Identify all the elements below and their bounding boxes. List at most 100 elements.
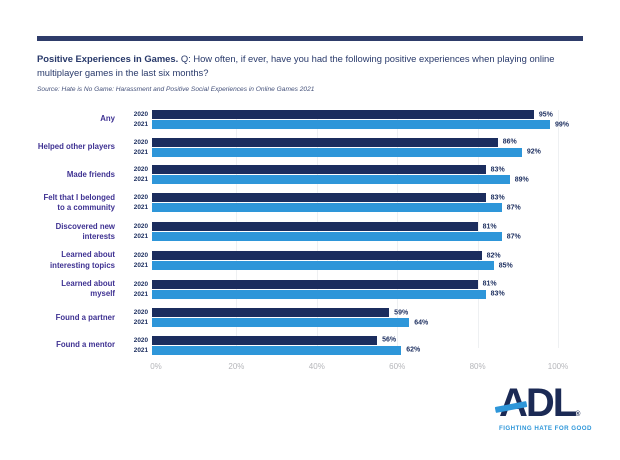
bar-track: 82% — [152, 251, 554, 261]
bar-row-2021: 2021 85% — [119, 261, 554, 271]
value-label: 81% — [482, 223, 497, 231]
category-label: Any — [100, 114, 115, 124]
x-tick-60: 60% — [389, 361, 406, 371]
value-label: 99% — [554, 121, 569, 128]
bar-row-2021: 2021 89% — [119, 175, 554, 185]
value-label: 82% — [486, 252, 501, 260]
year-label-2021: 2021 — [133, 233, 148, 241]
bar-track: 81% — [152, 279, 554, 289]
bar-row-2021: 2021 99% — [119, 120, 569, 129]
value-label: 92% — [526, 148, 541, 156]
bar-row-2021: 2021 64% — [119, 318, 554, 328]
chart-row-discovered-new-interests: Discovered new interests 2020 81% 2021 — [37, 222, 597, 242]
year-label-2021: 2021 — [133, 290, 148, 298]
year-label-2020: 2020 — [133, 280, 148, 288]
gridline-80 — [477, 110, 479, 348]
x-tick-100: 100% — [547, 361, 569, 371]
category-label: Discovered new interests — [55, 221, 115, 241]
bar-row-2020: 2020 86% — [119, 137, 554, 147]
chart-row-any: Any 2020 95% 2021 99% — [37, 110, 597, 129]
bar-2020 — [152, 222, 478, 232]
bar-2021 — [152, 120, 550, 129]
year-label-2021: 2021 — [133, 262, 148, 270]
adl-logo-wordmark: ADL® — [494, 383, 580, 423]
bar-track: 92% — [152, 147, 554, 157]
bar-row-2021: 2021 62% — [119, 345, 554, 355]
category-label: Found a mentor — [56, 340, 115, 350]
bar-row-2021: 2021 83% — [119, 289, 554, 299]
chart-title: Positive Experiences in Games. Q: How of… — [37, 52, 585, 79]
bar-row-2020: 2020 95% — [119, 110, 554, 119]
chart-title-question: Q: How often, if ever, have you had the … — [37, 53, 555, 78]
bar-row-2020: 2020 83% — [119, 165, 554, 175]
bar-track: 85% — [152, 261, 554, 271]
bar-track: 86% — [152, 137, 554, 147]
category-label: Found a partner — [55, 312, 115, 322]
category-label: Learned about interesting topics — [50, 250, 115, 270]
value-label: 86% — [502, 138, 517, 146]
value-label: 81% — [482, 280, 497, 288]
value-label: 87% — [506, 204, 521, 212]
year-label-2021: 2021 — [133, 121, 148, 128]
bar-2021 — [152, 175, 510, 185]
chart-rows: Any 2020 95% 2021 99% — [37, 110, 597, 355]
bar-2020 — [152, 165, 486, 175]
top-divider-rule — [37, 36, 583, 41]
category-label: Learned about myself — [61, 279, 115, 299]
value-label: 95% — [538, 111, 553, 118]
bar-row-2020: 2020 56% — [119, 335, 554, 345]
year-label-2020: 2020 — [133, 166, 148, 174]
x-tick-20: 20% — [228, 361, 245, 371]
value-label: 85% — [498, 262, 513, 270]
bar-2021 — [152, 318, 410, 328]
bar-2021 — [152, 261, 494, 271]
source-note: Source: Hate is No Game: Harassment and … — [37, 86, 315, 93]
value-label: 83% — [490, 166, 505, 174]
chart-row-made-friends: Made friends 2020 83% 2021 89% — [37, 165, 597, 185]
year-label-2020: 2020 — [133, 252, 148, 260]
chart-row-belonged-to-community: Felt that I belonged to a community 2020… — [37, 193, 597, 213]
year-label-2021: 2021 — [133, 204, 148, 212]
bar-row-2020: 2020 82% — [119, 251, 554, 261]
value-label: 62% — [406, 346, 421, 354]
bar-2020 — [152, 110, 534, 119]
bar-2020 — [152, 137, 498, 147]
value-label: 83% — [490, 290, 505, 298]
bar-track: 59% — [152, 308, 554, 318]
bar-track: 83% — [152, 289, 554, 299]
bar-row-2021: 2021 87% — [119, 232, 554, 242]
bar-chart: Any 2020 95% 2021 99% — [37, 110, 597, 376]
year-label-2020: 2020 — [133, 309, 148, 317]
bar-track: 62% — [152, 345, 554, 355]
value-label: 89% — [514, 176, 529, 184]
bar-2020 — [152, 308, 390, 318]
year-label-2021: 2021 — [133, 319, 148, 327]
bar-track: 64% — [152, 318, 554, 328]
category-label: Made friends — [66, 169, 115, 179]
bar-track: 99% — [152, 120, 569, 129]
chart-row-learned-interesting-topics: Learned about interesting topics 2020 82… — [37, 250, 597, 271]
adl-logo: ADL® FIGHTING HATE FOR GOOD — [494, 383, 592, 432]
year-label-2020: 2020 — [133, 223, 148, 231]
bar-row-2020: 2020 81% — [119, 279, 554, 289]
bar-2021 — [152, 203, 502, 213]
bar-2021 — [152, 232, 502, 242]
adl-tagline: FIGHTING HATE FOR GOOD — [499, 425, 592, 432]
bar-track: 81% — [152, 222, 554, 232]
chart-row-helped-other-players: Helped other players 2020 86% 2021 92 — [37, 137, 597, 157]
year-label-2020: 2020 — [133, 138, 148, 146]
bar-track: 56% — [152, 335, 554, 345]
bar-row-2020: 2020 83% — [119, 193, 554, 203]
chart-row-learned-about-myself: Learned about myself 2020 81% 2021 83 — [37, 279, 597, 299]
year-label-2021: 2021 — [133, 346, 148, 354]
value-label: 59% — [394, 309, 409, 317]
bar-track: 87% — [152, 203, 554, 213]
value-label: 87% — [506, 233, 521, 241]
year-label-2020: 2020 — [133, 194, 148, 202]
value-label: 64% — [414, 319, 429, 327]
bar-2021 — [152, 147, 522, 157]
bar-2020 — [152, 279, 478, 289]
x-tick-80: 80% — [469, 361, 486, 371]
year-label-2021: 2021 — [133, 148, 148, 156]
year-label-2020: 2020 — [133, 336, 148, 344]
